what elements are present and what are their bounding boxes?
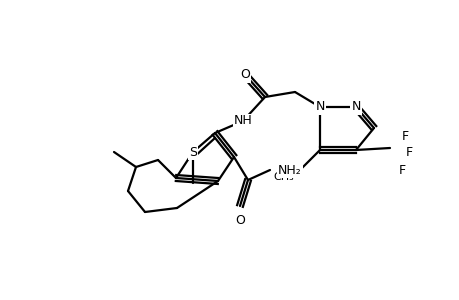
Text: NH₂: NH₂ xyxy=(277,164,301,176)
Text: N: N xyxy=(314,100,324,113)
Text: CH₃: CH₃ xyxy=(273,172,293,182)
Text: O: O xyxy=(240,68,249,82)
Text: N: N xyxy=(351,100,360,113)
Text: F: F xyxy=(405,146,412,160)
Text: NH: NH xyxy=(233,115,252,128)
Text: F: F xyxy=(401,130,408,142)
Text: F: F xyxy=(398,164,405,176)
Text: O: O xyxy=(235,214,244,227)
Text: S: S xyxy=(189,146,196,158)
